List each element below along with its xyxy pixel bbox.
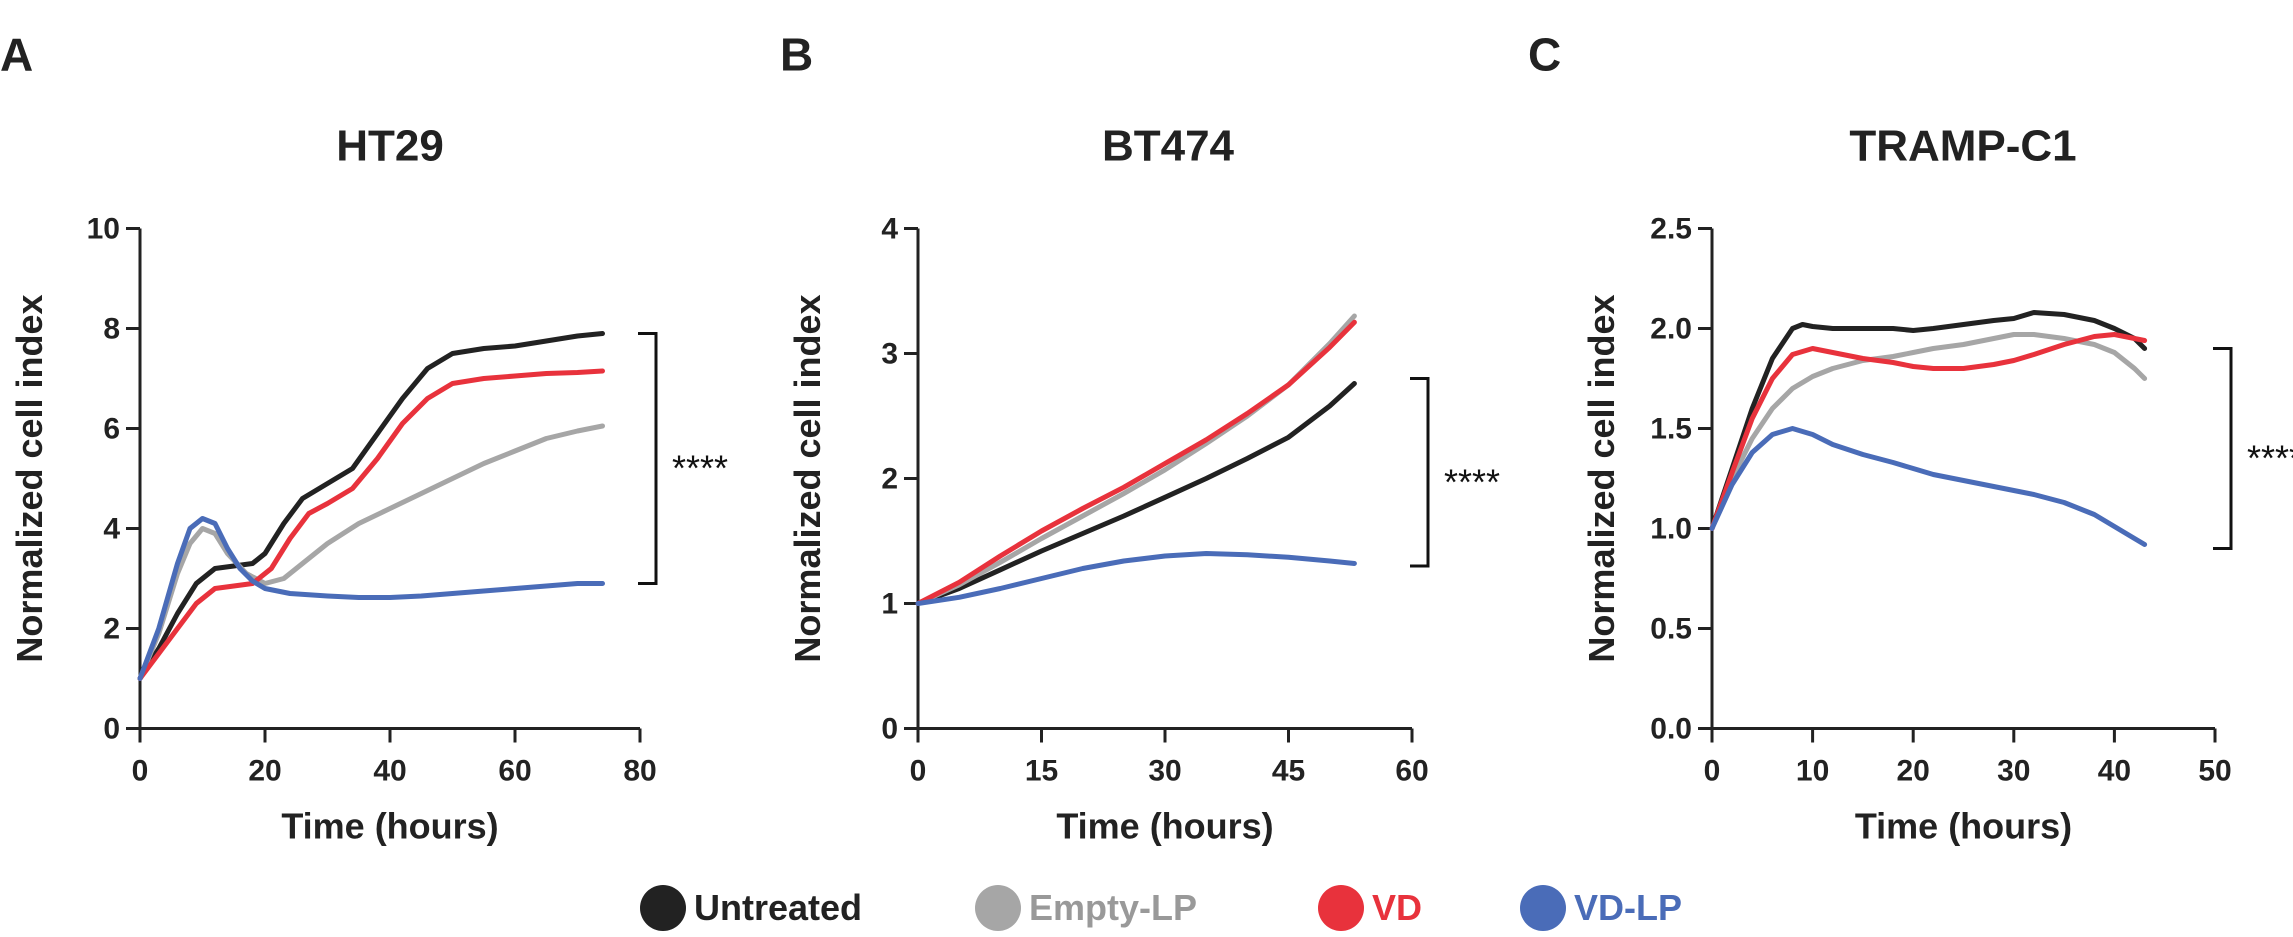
y-tick-label: 2: [103, 613, 120, 646]
series-line-empty-lp: [137, 423, 605, 681]
x-tick-label: 45: [1272, 755, 1305, 788]
series-line-untreated: [1709, 310, 2148, 531]
legend-item-empty-lp: Empty-LP: [975, 884, 1197, 932]
chart-panel-a: A HT29 0 2 4 6 8 10 0 20 40 60 80 Time (hours) Normali…: [0, 29, 728, 847]
x-tick-label: 50: [2198, 755, 2231, 788]
legend-item-vd: VD: [1318, 884, 1422, 932]
y-tick-label: 2: [881, 463, 898, 496]
series-line-untreated: [915, 381, 1357, 606]
series-line-vd: [1709, 332, 2148, 531]
y-tick-label: 8: [103, 313, 120, 346]
significance-bracket: [2213, 347, 2233, 550]
x-tick-label: 0: [1704, 755, 1721, 788]
y-tick-label: 10: [87, 213, 120, 246]
series-line-empty-lp: [1709, 332, 2148, 531]
legend-item-vd-lp: VD-LP: [1520, 884, 1682, 932]
legend-label-vd-lp: VD-LP: [1574, 887, 1682, 928]
legend-label-empty-lp: Empty-LP: [1029, 887, 1198, 928]
chart-title: HT29: [336, 122, 444, 171]
series-line-vd: [915, 319, 1357, 606]
series-line-vd: [137, 368, 605, 681]
series-line-vd-lp: [1709, 426, 2148, 547]
legend-marker-untreated: [640, 885, 686, 931]
legend-marker-vd-lp: [1520, 885, 1566, 931]
significance-label: ****: [672, 448, 728, 489]
y-tick-label: 0: [881, 713, 898, 746]
y-tick-label: 0: [103, 713, 120, 746]
significance-bracket: [1410, 377, 1430, 568]
panel-letter-c: C: [1528, 29, 1561, 81]
x-axis-label: Time (hours): [1056, 806, 1273, 847]
panel-letter-b: B: [780, 29, 813, 81]
y-tick-label: 4: [103, 513, 120, 546]
x-tick-label: 40: [2098, 755, 2131, 788]
significance-label: ****: [2247, 438, 2293, 479]
y-tick-label: 3: [881, 338, 898, 371]
x-tick-label: 30: [1997, 755, 2030, 788]
chart-panel-b: B BT474 0 1 2 3 4 0 15 30 45 60 Time (hours) Normaliz…: [780, 29, 1500, 847]
x-tick-label: 60: [498, 755, 531, 788]
x-tick-label: 40: [373, 755, 406, 788]
x-tick-label: 30: [1148, 755, 1181, 788]
y-tick-label: 2.5: [1650, 213, 1692, 246]
x-tick-label: 0: [132, 755, 149, 788]
legend-item-untreated: Untreated: [640, 884, 862, 932]
x-tick-label: 80: [623, 755, 656, 788]
panel-letter-a: A: [0, 29, 33, 81]
legend-label-vd: VD: [1372, 887, 1423, 928]
series-line-untreated: [137, 331, 605, 681]
significance-label: ****: [1444, 461, 1500, 502]
y-tick-label: 2.0: [1650, 313, 1692, 346]
legend: Untreated Empty-LP VD VD-LP: [0, 880, 2293, 936]
series-line-vd-lp: [137, 516, 605, 681]
x-axis-label: Time (hours): [1855, 806, 2072, 847]
y-tick-label: 0.0: [1650, 713, 1692, 746]
y-tick-label: 1.5: [1650, 413, 1692, 446]
y-axis-label: Normalized cell index: [9, 294, 50, 662]
x-tick-label: 20: [1897, 755, 1930, 788]
chart-title: TRAMP-C1: [1849, 122, 2076, 171]
x-tick-label: 10: [1796, 755, 1829, 788]
y-axis-label: Normalized cell index: [787, 294, 828, 662]
series-line-vd-lp: [915, 551, 1357, 606]
x-tick-label: 15: [1025, 755, 1058, 788]
legend-marker-vd: [1318, 885, 1364, 931]
chart-title: BT474: [1102, 122, 1235, 171]
y-axis-label: Normalized cell index: [1581, 294, 1622, 662]
significance-bracket: [638, 332, 658, 585]
y-tick-label: 1.0: [1650, 513, 1692, 546]
y-tick-label: 1: [881, 588, 898, 621]
y-tick-label: 4: [881, 213, 898, 246]
legend-marker-empty-lp: [975, 885, 1021, 931]
chart-panel-c: C TRAMP-C1 0.0 0.5 1.0 1.5 2.0 2.5 0 10 20 30 40 50 Ti…: [1528, 29, 2293, 847]
x-axis-label: Time (hours): [281, 806, 498, 847]
legend-label-untreated: Untreated: [694, 887, 863, 928]
y-tick-label: 6: [103, 413, 120, 446]
x-tick-label: 0: [910, 755, 927, 788]
y-tick-label: 0.5: [1650, 613, 1692, 646]
x-tick-label: 20: [248, 755, 281, 788]
x-tick-label: 60: [1395, 755, 1428, 788]
